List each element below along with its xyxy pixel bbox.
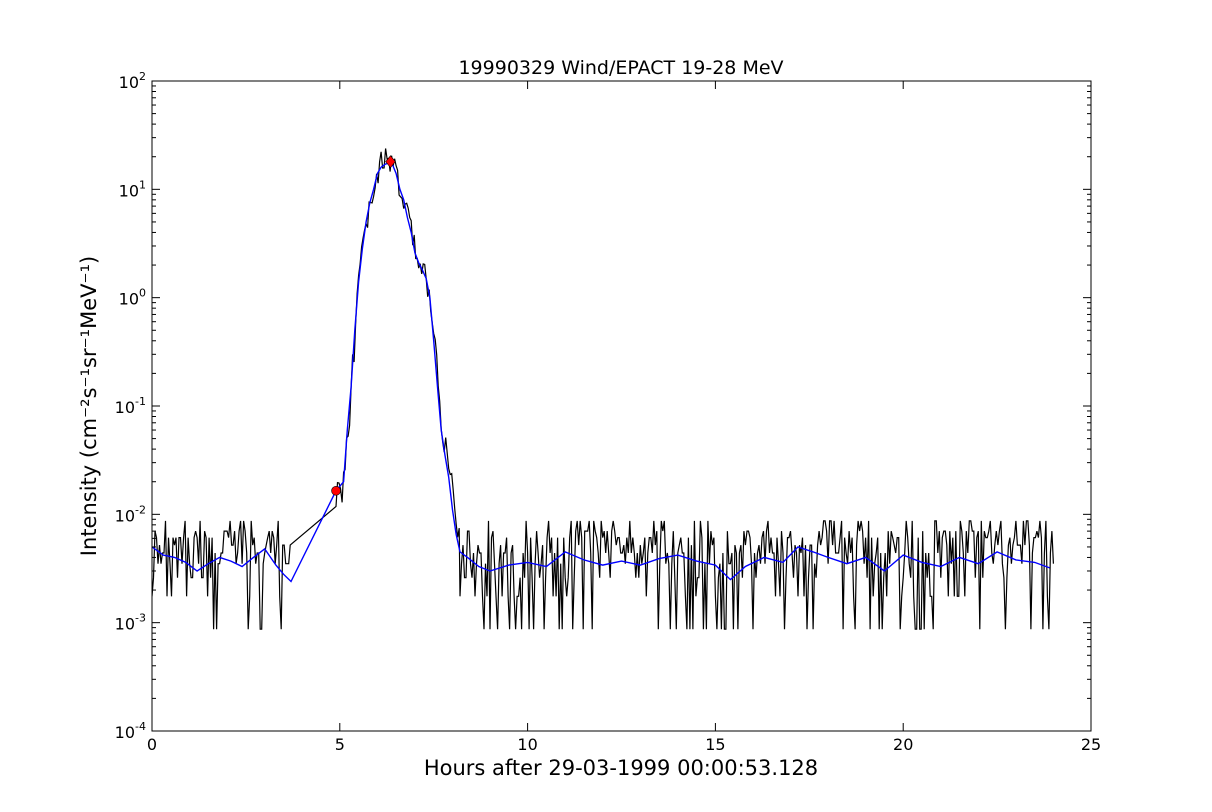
x-axis-label: Hours after 29-03-1999 00:00:53.128 — [424, 756, 818, 780]
y-tick-label: 102 — [119, 70, 146, 92]
start-marker — [331, 485, 341, 496]
y-axis-label: Intensity (cm⁻²s⁻¹sr⁻¹MeV⁻¹) — [77, 256, 101, 556]
y-tick-label: 100 — [119, 287, 146, 309]
y-tick-label: 101 — [119, 178, 146, 200]
x-tick-label: 15 — [705, 735, 725, 754]
chart-title: 19990329 Wind/EPACT 19-28 MeV — [458, 57, 783, 79]
x-tick-label: 5 — [335, 735, 345, 754]
x-tick-label: 25 — [1081, 735, 1101, 754]
series-smoothed-line — [152, 162, 1050, 583]
x-tick-label: 0 — [147, 735, 157, 754]
y-tick-label: 10-2 — [115, 503, 146, 525]
peak-marker — [385, 155, 396, 169]
x-tick-label: 20 — [893, 735, 913, 754]
series-raw-line — [152, 148, 1054, 630]
y-tick-label: 10-4 — [115, 720, 146, 742]
plot-area: 0 5 10 15 20 25 10-4 10-3 10-2 10-1 100 101 102 — [115, 70, 1102, 754]
x-tick-label: 10 — [517, 735, 537, 754]
y-tick-label: 10-3 — [115, 612, 146, 634]
y-tick-label: 10-1 — [115, 395, 146, 417]
